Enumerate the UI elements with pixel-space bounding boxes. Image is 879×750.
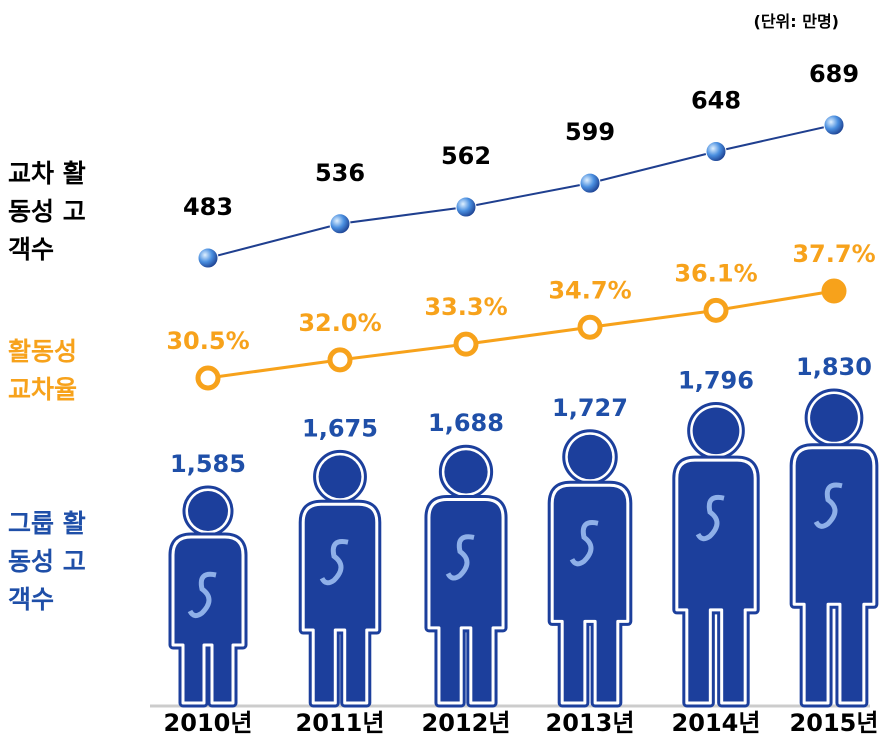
logo xyxy=(445,534,475,581)
unit-note: (단위: 만명) xyxy=(753,12,839,31)
head xyxy=(188,491,228,531)
marker xyxy=(823,114,845,136)
head xyxy=(692,407,740,455)
logo xyxy=(319,539,349,586)
body xyxy=(675,458,757,705)
value-label: 648 xyxy=(691,86,741,114)
marker xyxy=(197,247,219,269)
logo xyxy=(187,571,217,619)
marker xyxy=(705,140,727,162)
x-tick-label: 2010년 xyxy=(164,709,253,737)
value-label: 32.0% xyxy=(298,309,381,337)
value-label: 536 xyxy=(315,159,365,187)
x-tick-label: 2015년 xyxy=(790,709,879,737)
row-label: 그룹 활동성 고객수 xyxy=(8,509,86,614)
body xyxy=(792,446,876,705)
head xyxy=(318,455,362,499)
x-tick-label: 2014년 xyxy=(672,709,761,737)
body xyxy=(427,497,505,705)
value-label: 37.7% xyxy=(792,240,875,268)
value-label: 1,830 xyxy=(796,353,872,381)
value-label: 1,727 xyxy=(552,394,628,422)
value-label: 36.1% xyxy=(674,259,757,287)
person xyxy=(672,401,760,708)
head xyxy=(810,394,858,442)
value-label: 1,796 xyxy=(678,366,754,394)
line xyxy=(207,289,835,380)
person xyxy=(168,485,248,708)
value-label: 33.3% xyxy=(424,293,507,321)
marker xyxy=(455,196,477,218)
value-label: 1,675 xyxy=(302,414,378,442)
value-label: 30.5% xyxy=(166,327,249,355)
value-label: 689 xyxy=(809,60,859,88)
marker xyxy=(327,347,353,373)
value-label: 599 xyxy=(565,118,615,146)
body xyxy=(301,502,379,705)
x-tick-label: 2012년 xyxy=(422,709,511,737)
marker xyxy=(195,365,221,391)
logo xyxy=(569,520,599,567)
person xyxy=(298,449,382,708)
marker xyxy=(579,172,601,194)
body xyxy=(550,483,630,705)
body xyxy=(171,535,245,705)
row-label: 교차 활동성 고객수 xyxy=(8,159,86,264)
person xyxy=(547,429,633,708)
marker xyxy=(453,331,479,357)
value-label: 483 xyxy=(183,193,233,221)
marker xyxy=(577,314,603,340)
marker xyxy=(821,278,847,304)
x-tick-label: 2013년 xyxy=(546,709,635,737)
value-label: 562 xyxy=(441,142,491,170)
logo xyxy=(813,482,843,529)
person xyxy=(424,444,508,708)
head xyxy=(444,450,488,494)
value-label: 1,585 xyxy=(170,450,246,478)
row-label: 활동성 교차율 xyxy=(8,337,78,404)
line xyxy=(207,124,835,259)
person xyxy=(789,388,879,708)
head xyxy=(567,434,613,480)
x-tick-label: 2011년 xyxy=(296,709,385,737)
marker xyxy=(329,213,351,235)
marker xyxy=(703,297,729,323)
logo xyxy=(695,494,725,542)
value-label: 1,688 xyxy=(428,409,504,437)
value-label: 34.7% xyxy=(548,276,631,304)
